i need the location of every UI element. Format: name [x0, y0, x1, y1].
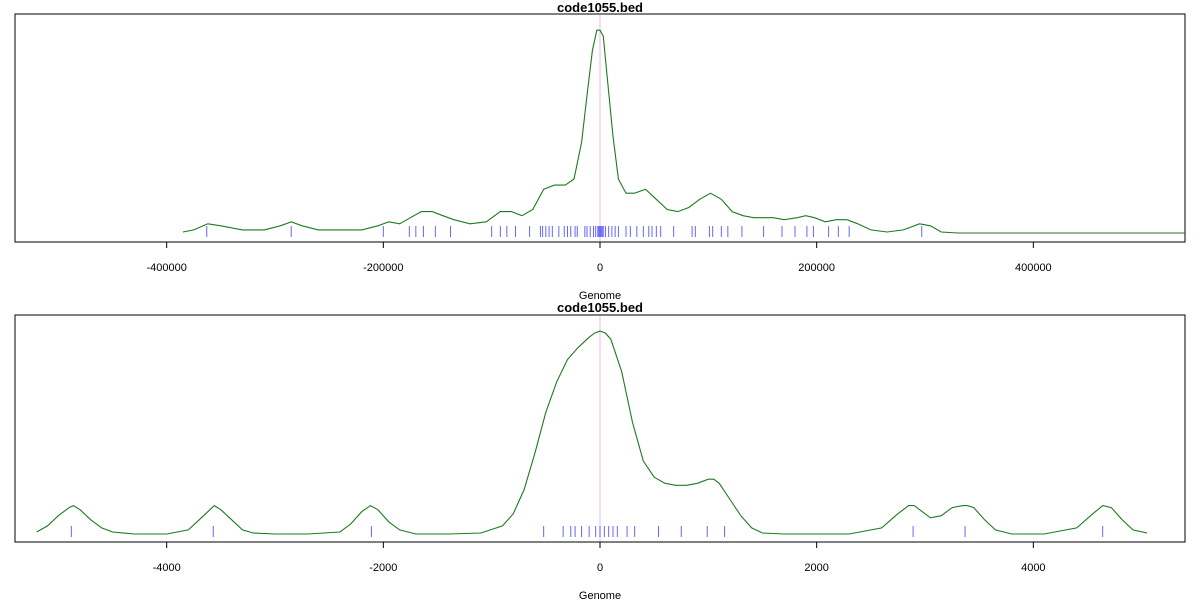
x-tick-label: -400000 — [146, 262, 186, 274]
x-tick-label: -4000 — [153, 562, 181, 574]
x-tick-label: 0 — [597, 262, 603, 274]
x-tick-label: 2000 — [804, 562, 828, 574]
density-line — [36, 330, 1148, 535]
x-tick-label: 4000 — [1021, 562, 1045, 574]
x-tick-label: 400000 — [1015, 262, 1052, 274]
x-tick-label: 200000 — [798, 262, 835, 274]
chart-panel-top: code1055.bed -400000 -200000 0 200000 400000 G… — [14, 0, 1186, 302]
x-tick-label: -200000 — [363, 262, 403, 274]
density-line — [182, 29, 1185, 234]
x-tick-label: -2000 — [369, 562, 397, 574]
chart-title: code1055.bed — [557, 300, 643, 315]
chart-panel-bottom: code1055.bed -4000 -2000 0 2000 4000 Genome — [14, 300, 1186, 600]
x-tick-label: 0 — [597, 562, 603, 574]
chart-title: code1055.bed — [557, 0, 643, 15]
x-axis-label: Genome — [579, 590, 621, 600]
x-axis-label: Genome — [579, 290, 621, 302]
